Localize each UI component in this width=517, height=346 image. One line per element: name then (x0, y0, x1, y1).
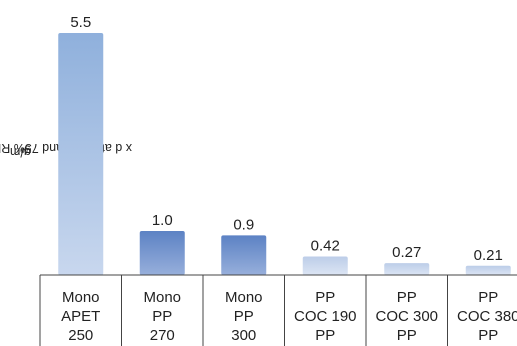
category-label-line: PP (478, 289, 498, 306)
bar-3 (221, 235, 267, 275)
bar-6 (465, 265, 511, 275)
category-label-line: Mono (62, 289, 100, 306)
data-label-5: 0.27 (392, 244, 421, 261)
bar-2 (139, 231, 185, 275)
category-label-3: Mono PP 300 (225, 289, 263, 344)
data-label-3: 0.9 (233, 216, 254, 233)
category-label-line: PP (315, 289, 335, 306)
bars-layer: 5.5 1.0 0.9 0.42 0.27 0.21 (58, 14, 511, 275)
bar-5 (384, 263, 430, 275)
category-label-line: PP (234, 308, 254, 325)
data-label-1: 5.5 (70, 14, 91, 31)
category-label-line: Mono (225, 289, 263, 306)
category-label-5: PP COC 300 PP (375, 289, 438, 344)
category-label-line: 270 (150, 327, 175, 344)
category-label-4: PP COC 190 PP (294, 289, 357, 344)
category-label-line: PP (397, 289, 417, 306)
category-label-line: 300 (231, 327, 256, 344)
data-label-4: 0.42 (311, 238, 340, 255)
category-label-line: APET (61, 308, 100, 325)
bar-4 (302, 256, 348, 275)
category-label-line: PP (315, 327, 335, 344)
category-label-2: Mono PP 270 (143, 289, 181, 344)
bar-1 (58, 33, 104, 275)
category-label-line: PP (478, 327, 498, 344)
category-label-line: COC 190 (294, 308, 357, 325)
category-label-1: Mono APET 250 (61, 289, 100, 344)
data-label-2: 1.0 (152, 212, 173, 229)
category-label-line: PP (397, 327, 417, 344)
category-label-line: Mono (143, 289, 181, 306)
category-label-line: 250 (68, 327, 93, 344)
category-label-6: PP COC 380 PP (457, 289, 517, 344)
category-label-line: COC 300 (375, 308, 438, 325)
category-label-line: PP (152, 308, 172, 325)
data-label-6: 0.21 (474, 247, 503, 264)
category-label-line: COC 380 (457, 308, 517, 325)
